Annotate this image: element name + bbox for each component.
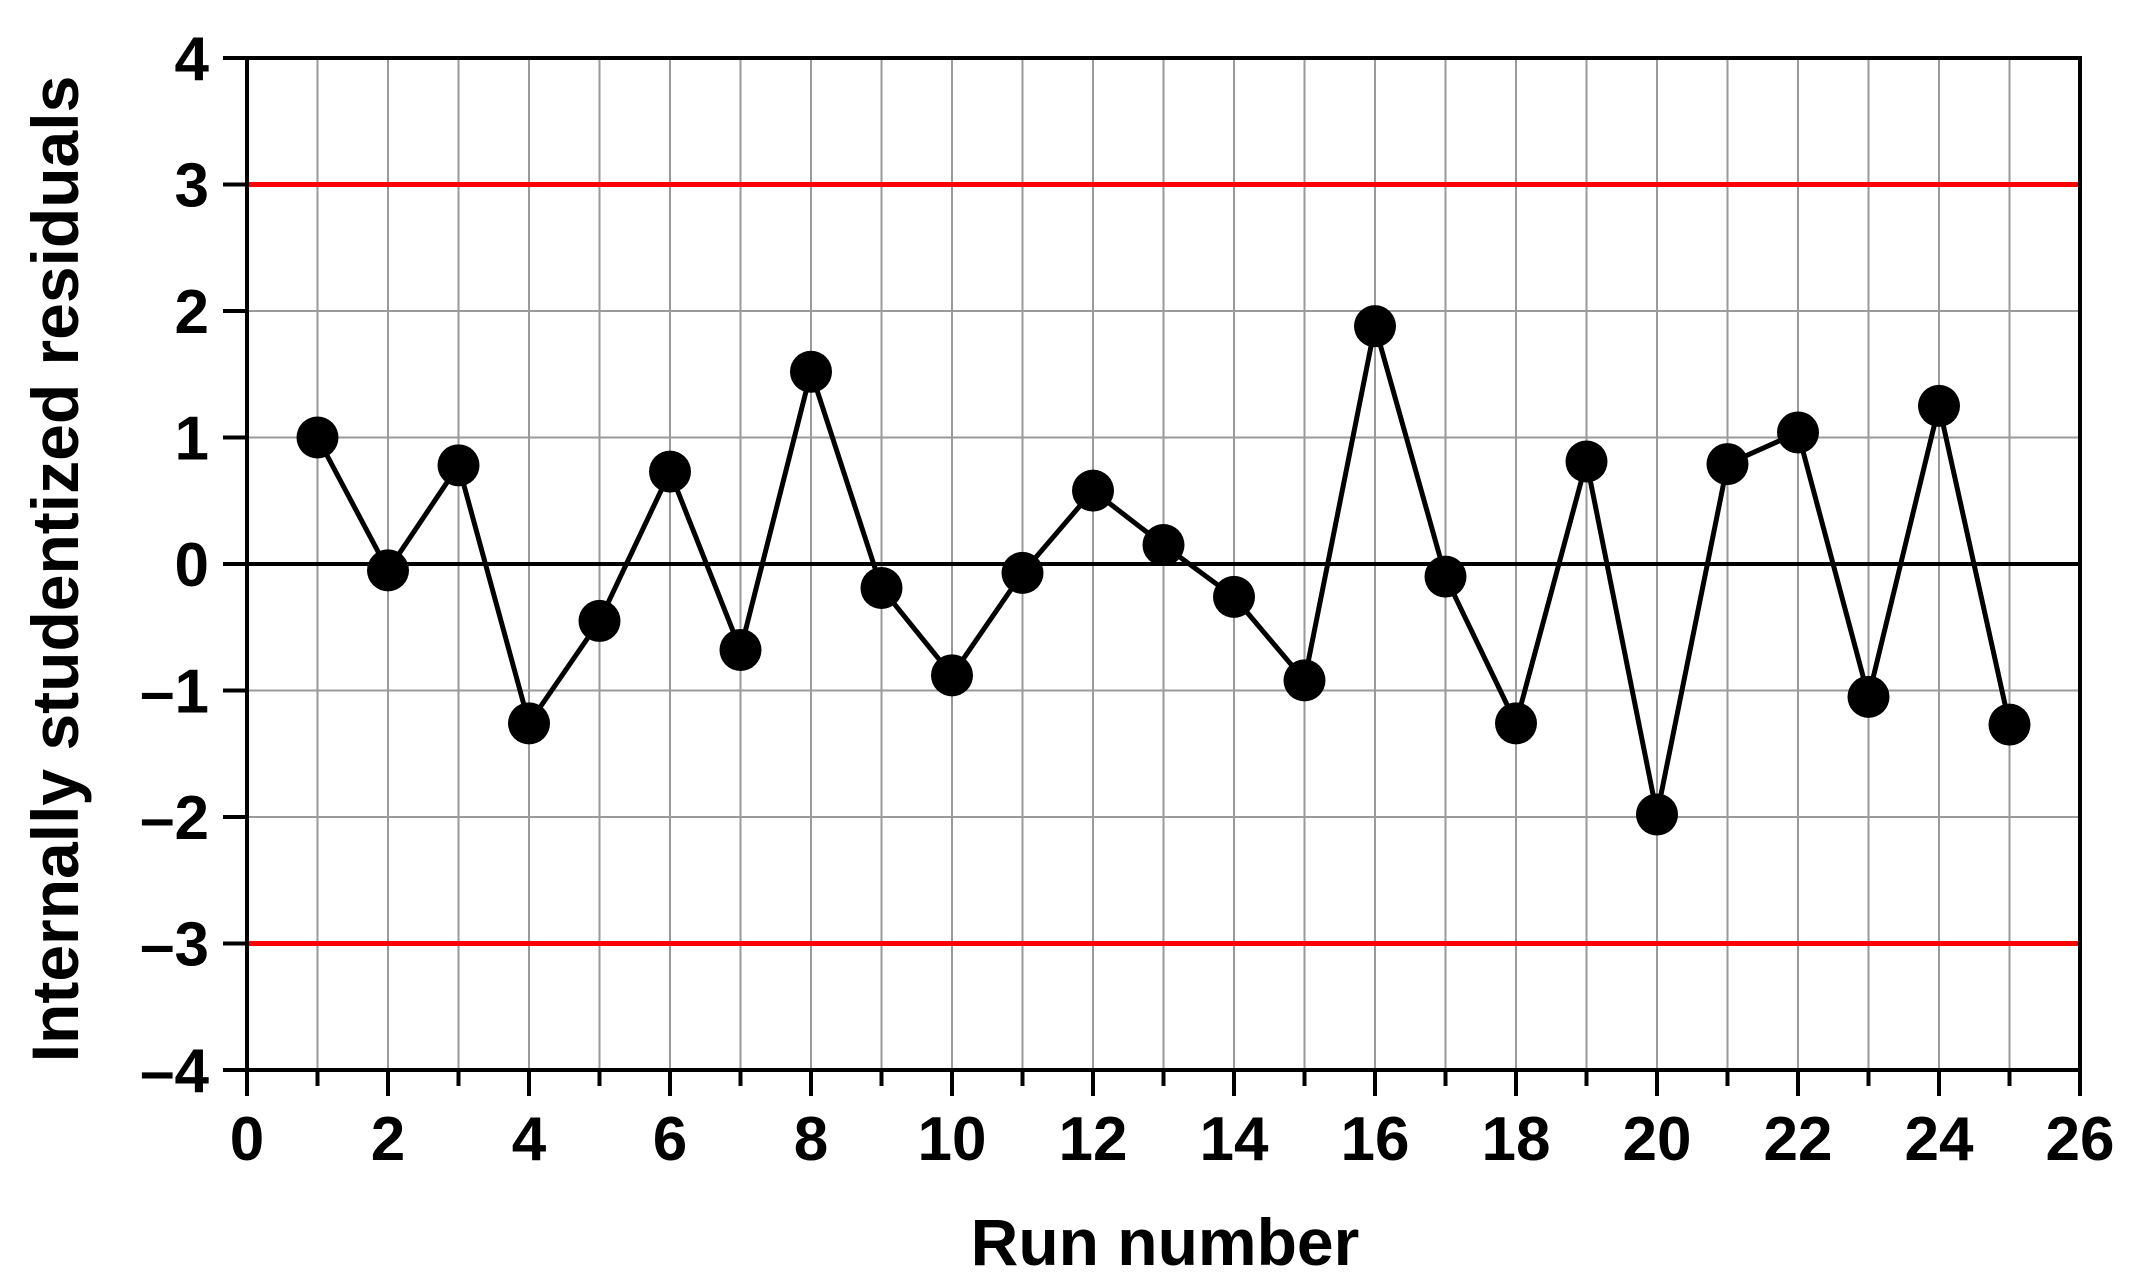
data-point — [296, 416, 339, 459]
data-point — [1918, 384, 1960, 427]
data-point — [1424, 555, 1467, 598]
data-point — [578, 599, 621, 642]
data-point — [1847, 675, 1890, 718]
x-tick-label: 20 — [1623, 1105, 1692, 1174]
y-tick-label: –3 — [140, 911, 209, 980]
x-tick-label: 12 — [1059, 1105, 1128, 1174]
data-point — [1354, 305, 1396, 348]
y-tick-label: –4 — [140, 1037, 209, 1106]
data-point — [1988, 703, 2031, 746]
x-tick-label: 2 — [371, 1105, 405, 1174]
x-tick-label: 16 — [1341, 1105, 1410, 1174]
y-tick-label: 2 — [175, 278, 209, 347]
data-point — [367, 549, 409, 592]
data-point — [508, 702, 550, 745]
x-tick-label: 6 — [653, 1105, 687, 1174]
data-point — [649, 450, 691, 493]
data-point — [1283, 659, 1326, 702]
x-tick-label: 24 — [1905, 1105, 1974, 1174]
y-tick-label: 1 — [175, 405, 209, 474]
data-point — [1706, 443, 1749, 486]
data-point — [931, 654, 973, 697]
x-tick-label: 0 — [230, 1105, 264, 1174]
x-tick-label: 8 — [794, 1105, 828, 1174]
x-tick-label: 26 — [2046, 1105, 2115, 1174]
data-point — [1495, 702, 1537, 745]
x-tick-label: 4 — [512, 1105, 547, 1174]
data-point — [1142, 524, 1185, 567]
data-point — [437, 444, 480, 487]
y-tick-label: 0 — [175, 531, 209, 600]
x-tick-label: 14 — [1200, 1105, 1269, 1174]
data-point — [1565, 440, 1608, 483]
x-tick-label: 18 — [1482, 1105, 1551, 1174]
data-point — [719, 629, 762, 672]
data-point — [790, 350, 832, 393]
x-tick-label: 10 — [918, 1105, 987, 1174]
data-point — [1072, 469, 1114, 512]
data-point — [1636, 793, 1678, 836]
y-tick-label: –1 — [140, 658, 209, 727]
y-tick-label: 4 — [175, 25, 210, 94]
data-point — [1213, 575, 1255, 618]
y-axis-title: Internally studentized residuals — [18, 76, 92, 1063]
data-point — [1001, 551, 1044, 594]
x-tick-label: 22 — [1764, 1105, 1833, 1174]
y-tick-label: 3 — [175, 152, 209, 221]
y-tick-label: –2 — [140, 784, 209, 853]
data-point — [860, 567, 903, 610]
data-series — [296, 305, 2031, 836]
x-axis-title: Run number — [971, 1205, 1360, 1279]
data-point — [1777, 411, 1819, 454]
